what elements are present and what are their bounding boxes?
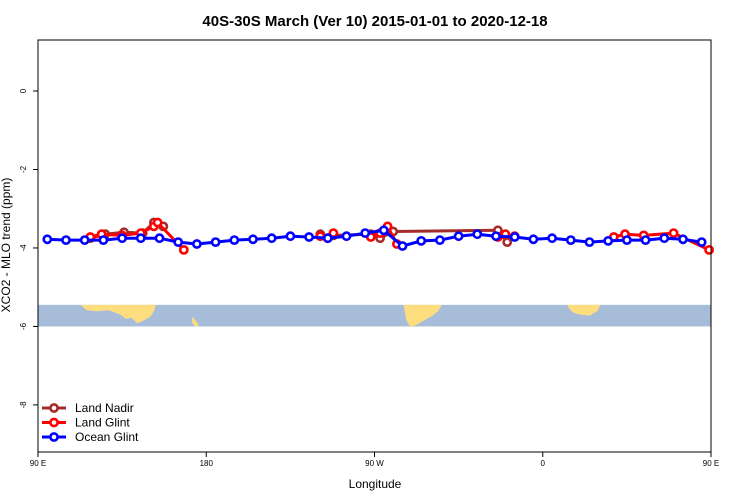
data-point [640,235,651,245]
data-point [472,229,483,240]
y-tick-label: -6 [19,322,28,330]
data-point [416,235,427,246]
data-point [79,235,90,245]
x-axis: 90 E 180 90 W 0 90 E [30,452,719,468]
legend-label: Land Nadir [75,401,134,415]
data-point [659,233,670,244]
data-point [622,235,632,245]
data-point [584,237,595,247]
data-point [304,232,314,242]
data-point [453,231,464,242]
x-tick-label: 180 [200,459,214,468]
data-point [42,234,53,245]
data-point [178,244,189,255]
data-point [509,232,520,242]
data-point [678,234,688,245]
legend-marker [49,417,59,428]
legend-marker [49,432,59,442]
data-point [397,241,408,251]
data-point [360,228,371,238]
data-point [341,231,352,242]
x-tick-label: 90 E [703,459,719,468]
y-tick-label: -8 [19,401,28,409]
legend-item-ocean-glint: Ocean Glint [42,430,139,444]
data-point [502,237,513,247]
map-strip [38,304,711,327]
x-tick-label: 90 W [365,459,384,468]
data-point [565,235,576,245]
legend-label: Land Glint [75,416,130,430]
data-point [322,233,333,244]
series-ocean-glint [42,225,707,251]
data-point [704,244,714,255]
data-point [378,225,389,236]
x-axis-label: Longitude [349,477,402,491]
legend-marker [49,403,59,413]
x-tick-label: 0 [541,459,546,468]
data-point [603,235,614,246]
data-point [696,237,707,247]
data-point [173,237,184,247]
land-new-zealand [192,316,199,327]
data-point [152,217,163,228]
data-point [528,234,539,245]
data-point [154,233,165,244]
data-point [668,228,679,238]
ocean-band [38,304,711,327]
data-point [98,235,109,245]
data-point [229,235,240,245]
y-tick-label: -4 [19,244,28,252]
legend-item-land-glint: Land Glint [42,416,130,430]
data-point [135,233,146,244]
data-point [547,233,557,244]
data-point [117,233,127,244]
data-point [61,235,71,245]
chart-title: 40S-30S March (Ver 10) 2015-01-01 to 202… [202,13,547,30]
legend-item-land-nadir: Land Nadir [42,401,134,415]
x-tick-label: 90 E [30,459,46,468]
y-tick-label: -2 [19,165,28,173]
data-point [248,234,258,245]
land-shapes [81,304,601,327]
series-layer [42,217,714,255]
y-tick-label: 0 [19,88,28,93]
land-australia [81,304,156,324]
legend-label: Ocean Glint [75,430,139,444]
data-point [191,239,202,249]
y-axis-label: XCO2 - MLO trend (ppm) [0,178,13,313]
data-point [266,233,277,244]
series-land-nadir [85,217,513,247]
data-point [491,231,501,242]
plot-frame [37,39,712,453]
land-south-america [403,304,442,327]
data-point [285,231,296,242]
y-axis: 0 -2 -4 -6 -8 [19,88,38,408]
data-point [434,235,445,245]
land-africa [567,304,601,316]
data-point [210,237,221,247]
